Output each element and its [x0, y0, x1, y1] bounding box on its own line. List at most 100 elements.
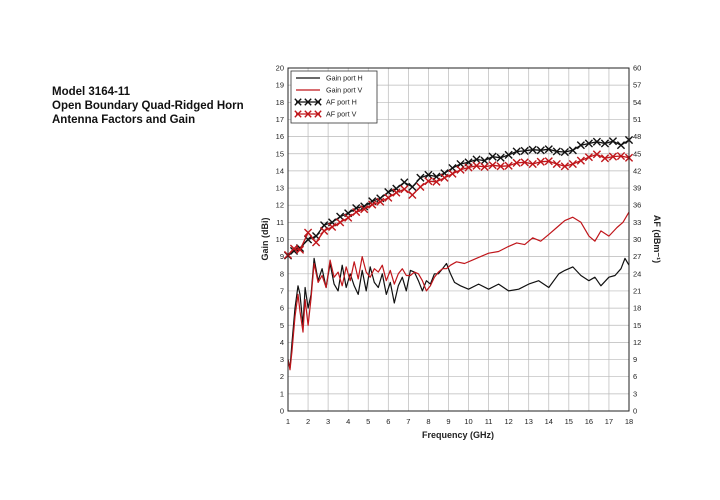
x-tick-label: 10: [464, 417, 472, 426]
data-point-af-port-v: [584, 153, 593, 162]
y2-tick-label: 9: [633, 355, 637, 364]
y-tick-label: 18: [276, 98, 284, 107]
data-point-af-port-v: [488, 161, 497, 170]
data-point-af-port-v: [496, 162, 505, 171]
data-point-af-port-h: [528, 145, 537, 154]
data-point-af-port-v: [368, 200, 377, 209]
x-tick-label: 2: [306, 417, 310, 426]
data-point-af-port-h: [576, 141, 585, 150]
y2-tick-label: 45: [633, 149, 641, 158]
x-axis-label: Frequency (GHz): [422, 430, 494, 440]
y2-tick-label: 42: [633, 166, 641, 175]
data-point-af-port-h: [608, 137, 618, 146]
y-tick-label: 8: [280, 269, 284, 278]
data-point-af-port-h: [400, 178, 409, 187]
y-tick-label: 19: [276, 81, 284, 90]
legend-label: AF port H: [326, 98, 357, 107]
data-point-af-port-h: [512, 147, 521, 156]
y-axis-label: Gain (dBi): [260, 218, 270, 261]
chart-ticks: 1 2 3 4 5 6 7 8 9 10 11 12 13 14 15 16 17 180123456789101…: [276, 64, 642, 427]
y-tick-label: 13: [276, 184, 284, 193]
data-point-af-port-v: [328, 222, 337, 232]
legend-label: Gain port H: [326, 74, 363, 83]
y2-tick-label: 15: [633, 321, 641, 330]
x-tick-label: 15: [565, 417, 573, 426]
data-point-af-port-v: [384, 193, 393, 202]
data-point-af-port-v: [512, 158, 521, 167]
y2-tick-label: 24: [633, 269, 641, 278]
y-tick-label: 17: [276, 115, 284, 124]
legend-marker-icon: [304, 110, 312, 118]
y-tick-label: 2: [280, 372, 284, 381]
x-tick-label: 17: [605, 417, 613, 426]
caption-subject: Antenna Factors and Gain: [52, 114, 196, 126]
y2-tick-label: 12: [633, 338, 641, 347]
y-tick-label: 0: [280, 407, 284, 416]
data-point-af-port-h: [488, 152, 497, 161]
x-tick-label: 7: [406, 417, 410, 426]
y2-tick-label: 3: [633, 389, 637, 398]
legend-marker-icon: [314, 98, 322, 106]
legend-entry-gain-port-v: Gain port V: [296, 86, 363, 95]
x-tick-label: 18: [625, 417, 633, 426]
data-point-af-port-v: [456, 165, 465, 174]
data-point-af-port-v: [520, 158, 529, 167]
legend-entry-gain-port-h: Gain port H: [296, 74, 363, 83]
plot-frame: [287, 67, 630, 412]
data-point-af-port-h: [504, 150, 513, 159]
data-point-af-port-h: [552, 147, 561, 156]
legend-marker-icon: [294, 110, 302, 118]
data-point-af-port-h: [360, 202, 369, 211]
data-point-af-port-h: [544, 145, 553, 154]
data-point-af-port-v: [616, 151, 626, 161]
data-point-af-port-h: [568, 146, 577, 155]
data-point-af-port-v: [592, 150, 602, 159]
data-point-af-port-h: [616, 141, 626, 150]
legend-marker-icon: [304, 98, 312, 106]
y-tick-label: 9: [280, 252, 284, 261]
data-point-af-port-v: [504, 161, 513, 170]
data-point-af-port-v: [536, 157, 545, 166]
data-point-af-port-v: [376, 197, 385, 206]
data-point-af-port-v: [560, 162, 569, 171]
data-point-af-port-v: [432, 177, 441, 186]
data-point-af-port-h: [520, 146, 529, 155]
legend-marker-icon: [294, 98, 302, 106]
legend-label: AF port V: [326, 110, 357, 119]
x-tick-label: 5: [366, 417, 370, 426]
y2-tick-label: 33: [633, 218, 641, 227]
data-point-af-port-v: [416, 182, 425, 192]
x-tick-label: 13: [525, 417, 533, 426]
x-tick-label: 4: [346, 417, 350, 426]
y2-tick-label: 27: [633, 252, 641, 261]
data-point-af-port-h: [496, 153, 505, 162]
data-point-af-port-v: [576, 156, 585, 165]
data-point-af-port-h: [600, 139, 610, 148]
caption-model: Model 3164-11: [52, 86, 130, 98]
legend-label: Gain port V: [326, 86, 363, 95]
y2-tick-label: 60: [633, 64, 641, 73]
y2-tick-label: 36: [633, 201, 641, 210]
data-point-af-port-v: [392, 188, 401, 197]
legend-entry-af-port-v: AF port V: [294, 110, 357, 119]
data-point-af-port-v: [400, 185, 409, 194]
caption-product: Open Boundary Quad-Ridged Horn: [52, 100, 244, 112]
data-point-af-port-v: [344, 213, 353, 222]
series-line-gain-port-h: [287, 257, 630, 369]
chart-series: [283, 135, 634, 371]
y2-tick-label: 39: [633, 184, 641, 193]
y2-tick-label: 57: [633, 81, 641, 90]
series-af-port-v: [283, 150, 634, 260]
y2-tick-label: 48: [633, 132, 641, 141]
data-point-af-port-v: [311, 238, 321, 247]
y-tick-label: 3: [280, 355, 284, 364]
data-point-af-port-v: [528, 159, 537, 169]
data-point-af-port-v: [440, 173, 449, 182]
data-point-af-port-v: [608, 152, 618, 161]
y2-axis-label: AF (dBm⁻¹): [652, 215, 662, 263]
data-point-af-port-v: [552, 159, 561, 169]
y2-tick-label: 51: [633, 115, 641, 124]
y-tick-label: 10: [276, 235, 284, 244]
data-point-af-port-v: [336, 218, 345, 227]
data-point-af-port-v: [295, 245, 305, 254]
